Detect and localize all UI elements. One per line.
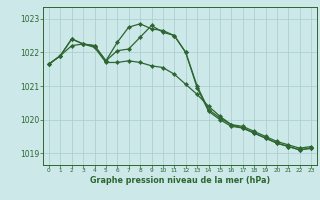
X-axis label: Graphe pression niveau de la mer (hPa): Graphe pression niveau de la mer (hPa) <box>90 176 270 185</box>
